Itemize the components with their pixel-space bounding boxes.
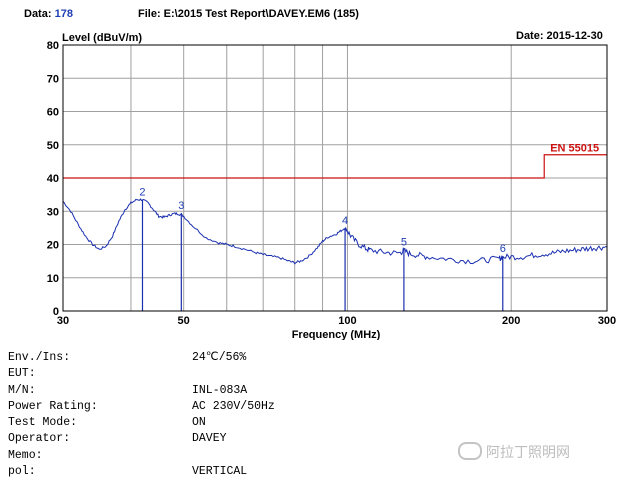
info-row: Test Mode: ON: [8, 415, 275, 431]
marker-label: 5: [401, 236, 407, 248]
y-tick-label: 30: [47, 206, 59, 218]
marker-label: 6: [500, 243, 506, 255]
data-label: Data:: [24, 8, 52, 20]
y-tick-label: 40: [47, 173, 59, 185]
marker-label: 3: [178, 200, 184, 212]
plot-frame: [62, 44, 608, 312]
wechat-bubble-icon: [458, 442, 482, 460]
x-tick-label: 30: [57, 315, 69, 327]
info-key: Env./Ins:: [8, 351, 71, 364]
tick-labels: 0 10 20 30 40 50 60 70 80 30 50 100 200 300: [47, 40, 616, 327]
watermark-text: 阿拉丁照明网: [486, 445, 570, 461]
date-header: Date: 2015-12-30: [516, 30, 603, 42]
info-row: Env./Ins: 24℃/56%: [8, 350, 275, 366]
marker-label: 2: [139, 187, 145, 199]
info-key: pol:: [8, 465, 36, 479]
info-key: Test Mode:: [8, 416, 78, 430]
info-row: EUT:: [8, 366, 275, 382]
info-row: M/N: INL-083A: [8, 383, 275, 399]
info-row: Operator: DAVEY: [8, 431, 275, 447]
data-header: Data: 178: [24, 8, 73, 20]
trace-layer: [62, 198, 608, 265]
y-tick-label: 50: [47, 140, 59, 152]
info-key: M/N:: [8, 383, 36, 397]
x-tick-label: 100: [338, 315, 356, 327]
info-value: DAVEY: [192, 432, 227, 446]
info-row: Memo:: [8, 448, 275, 464]
y-tick-label: 60: [47, 107, 59, 119]
info-value: AC 230V/50Hz: [192, 399, 275, 413]
limit-label: EN 55015: [550, 143, 599, 155]
emission-chart: EN 55015 2 3 4 5 6 0 10 20 30 40 50 60 70 80 30 50 100 2…: [47, 32, 616, 340]
test-info-panel: Env./Ins: 24℃/56% EUT: M/N: INL-083A Power…: [8, 350, 275, 480]
info-row: pol: VERTICAL: [8, 464, 275, 480]
y-axis-label: Level (dBuV/m): [62, 32, 142, 44]
x-tick-label: 200: [502, 315, 520, 327]
file-header: File: E:\2015 Test Report\DAVEY.EM6 (185…: [138, 8, 359, 20]
y-tick-label: 20: [47, 240, 59, 252]
info-key: Operator:: [8, 432, 71, 446]
limit-line: [63, 154, 607, 179]
emission-trace: [62, 198, 608, 265]
y-tick-label: 80: [47, 40, 59, 52]
info-row: Power Rating: AC 230V/50Hz: [8, 399, 275, 415]
y-tick-label: 70: [47, 73, 59, 85]
y-tick-label: 0: [53, 306, 59, 318]
data-value: 178: [54, 8, 73, 20]
marker-label: 4: [342, 215, 348, 227]
info-value: 24℃/56%: [192, 351, 247, 364]
x-tick-label: 300: [598, 315, 616, 327]
y-tick-label: 10: [47, 273, 59, 285]
info-value: ON: [192, 416, 206, 430]
info-key: Memo:: [8, 448, 43, 462]
watermark: 阿拉丁照明网: [458, 442, 570, 462]
x-tick-label: 50: [178, 315, 190, 327]
info-key: EUT:: [8, 367, 36, 381]
x-axis-label: Frequency (MHz): [292, 329, 381, 340]
info-value: INL-083A: [192, 383, 248, 397]
limit-layer: EN 55015: [63, 143, 607, 179]
info-value: VERTICAL: [192, 465, 248, 479]
markers-layer: 2 3 4 5 6: [139, 187, 506, 311]
info-key: Power Rating:: [8, 399, 98, 413]
